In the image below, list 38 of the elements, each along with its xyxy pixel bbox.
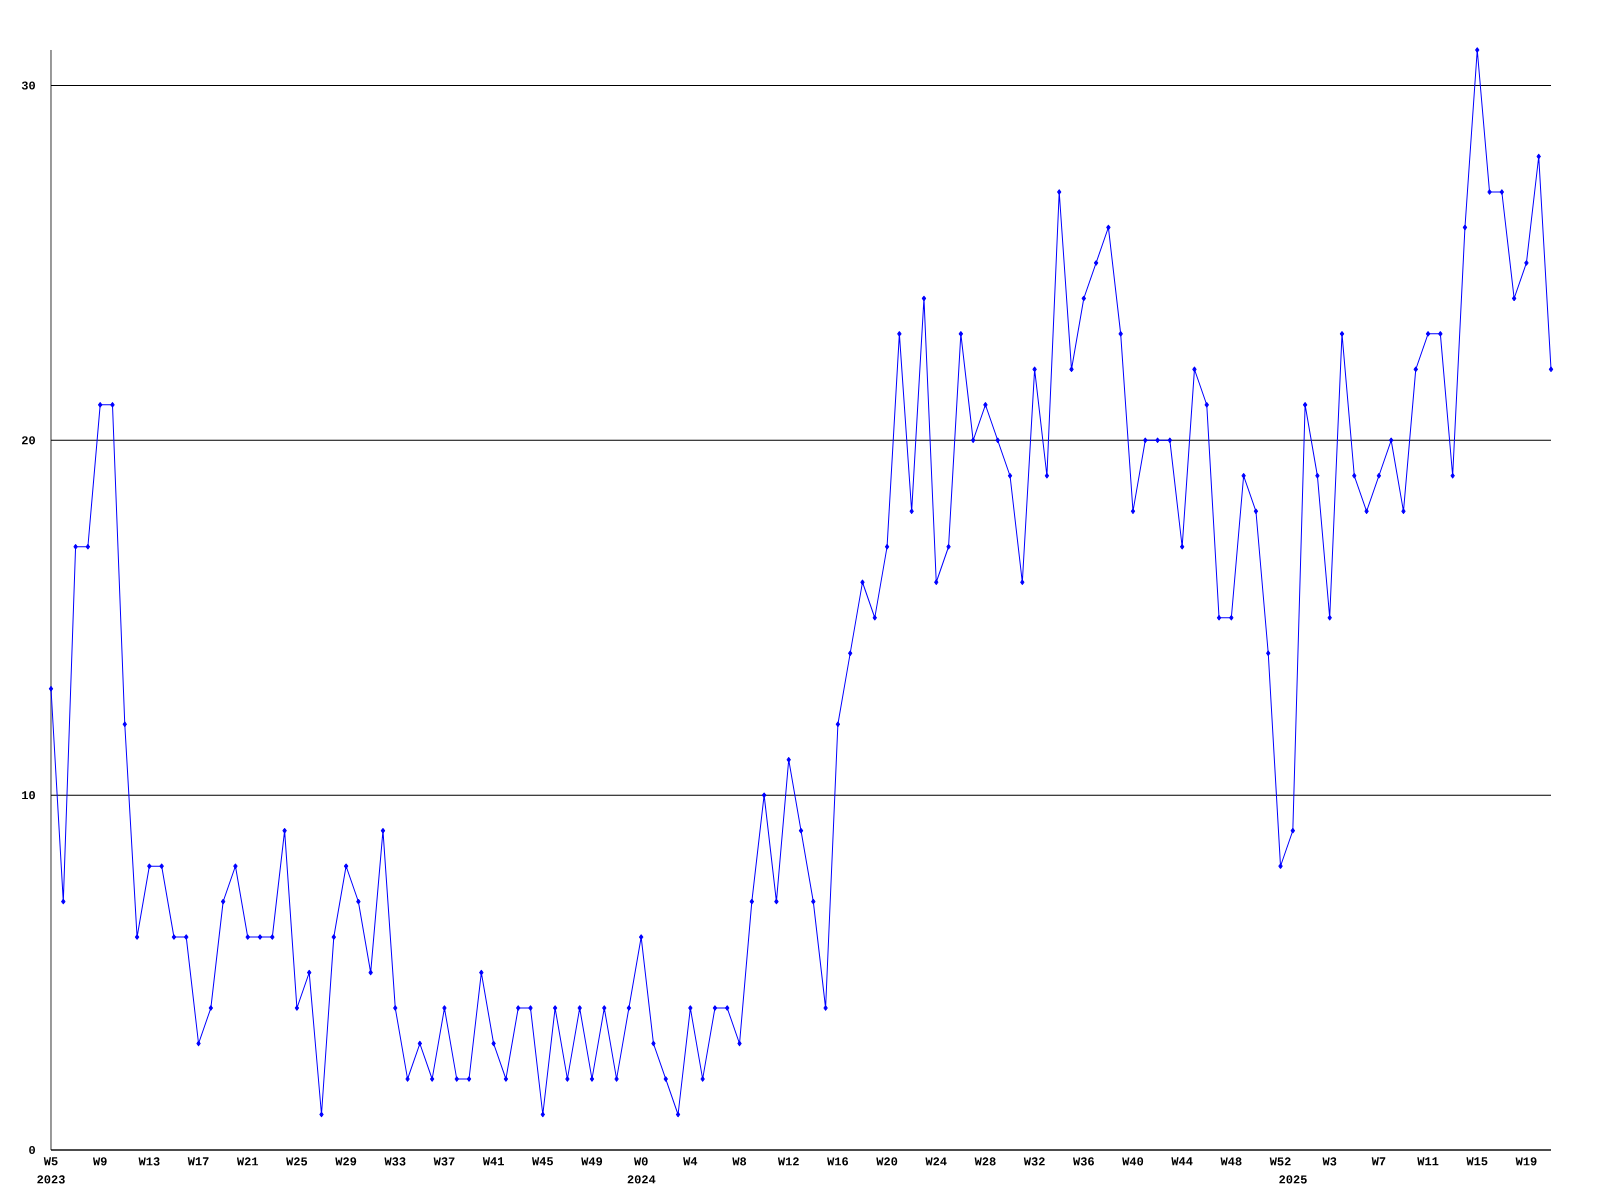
x-tick-label: W11 — [1417, 1157, 1439, 1166]
x-tick-label: W25 — [286, 1157, 308, 1166]
x-tick-label: W9 — [92, 1157, 107, 1166]
x-tick-label: W36 — [1073, 1157, 1094, 1166]
x2-tick-label: 2025 — [1279, 1175, 1307, 1184]
x-tick-label: W5 — [43, 1157, 58, 1166]
x-tick-label: W16 — [827, 1157, 849, 1166]
x-tick-label: W37 — [433, 1157, 455, 1166]
y-tick-label: 30 — [21, 81, 35, 90]
x-tick-label: W19 — [1515, 1157, 1537, 1166]
x-tick-label: W44 — [1171, 1157, 1193, 1166]
x-tick-label: W24 — [925, 1157, 947, 1166]
x-tick-label: W21 — [236, 1157, 259, 1166]
x-tick-label: W8 — [732, 1157, 747, 1166]
x-tick-label: W48 — [1220, 1157, 1242, 1166]
x-tick-label: W15 — [1466, 1157, 1488, 1166]
x2-tick-label: 2023 — [37, 1175, 65, 1184]
y-tick-label: 0 — [29, 1145, 35, 1155]
x-tick-label: W7 — [1371, 1157, 1386, 1166]
x-tick-label: W32 — [1023, 1157, 1045, 1166]
x-tick-label: W3 — [1322, 1157, 1337, 1166]
x-tick-label: W41 — [482, 1157, 504, 1166]
x-tick-label: W29 — [335, 1157, 357, 1166]
x-tick-label: W49 — [581, 1157, 603, 1166]
x-tick-label: W40 — [1122, 1157, 1144, 1166]
x-tick-label: W20 — [876, 1157, 898, 1166]
x-tick-label: W17 — [187, 1157, 209, 1166]
x-tick-label: W45 — [532, 1157, 553, 1166]
x-tick-label: W0 — [633, 1157, 648, 1166]
y-tick-label: 20 — [21, 436, 35, 445]
x-tick-label: W12 — [777, 1157, 799, 1166]
x2-tick-label: 2024 — [627, 1175, 656, 1184]
x-tick-label: W33 — [384, 1157, 406, 1166]
x-tick-label: W4 — [683, 1157, 698, 1166]
y-tick-label: 10 — [22, 791, 35, 800]
x-tick-label: W13 — [138, 1157, 160, 1166]
x-tick-label: W28 — [974, 1157, 996, 1166]
x-tick-label: W52 — [1269, 1157, 1291, 1166]
